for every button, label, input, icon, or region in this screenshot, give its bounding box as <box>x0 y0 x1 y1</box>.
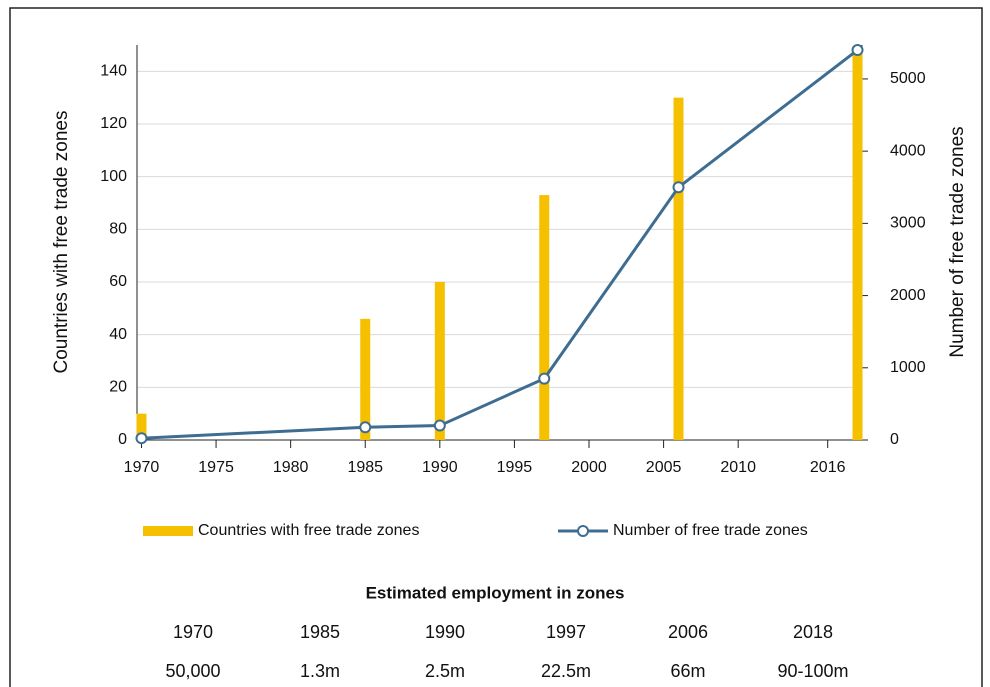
table-cell: 2018 <box>793 622 833 642</box>
y2-tick-label: 5000 <box>890 70 926 87</box>
x-tick-label: 2005 <box>646 459 682 476</box>
y-tick-label: 120 <box>100 115 127 132</box>
table-cell: 2.5m <box>425 661 465 681</box>
y-tick-label: 140 <box>100 63 127 80</box>
x-tick-label: 2010 <box>720 459 756 476</box>
bar <box>673 97 684 441</box>
table-cell: 22.5m <box>541 661 591 681</box>
table-title: Estimated employment in zones <box>366 583 625 602</box>
x-tick-label: 1985 <box>347 459 383 476</box>
table-cell: 1997 <box>546 622 586 642</box>
x-tick-label: 1975 <box>198 459 234 476</box>
frame <box>9 7 983 687</box>
table-cell: 1985 <box>300 622 340 642</box>
legend-label: Number of free trade zones <box>613 522 808 539</box>
x-tick-label: 2016 <box>810 459 846 476</box>
table-cell: 90-100m <box>777 661 848 681</box>
y2-tick-label: 2000 <box>890 287 926 304</box>
y2-tick-label: 0 <box>890 431 899 448</box>
table-cell: 1.3m <box>300 661 340 681</box>
marker <box>433 419 446 432</box>
legend-label: Countries with free trade zones <box>198 522 419 539</box>
bar <box>434 282 445 440</box>
marker <box>135 432 148 445</box>
marker <box>851 44 864 57</box>
y2-axis-title: Number of free trade zones <box>947 126 968 357</box>
table-cell: 2006 <box>668 622 708 642</box>
legend-marker <box>577 525 589 537</box>
legend-swatch <box>143 526 193 536</box>
bar <box>136 413 147 440</box>
x-tick-label: 2000 <box>571 459 607 476</box>
bar <box>852 50 863 441</box>
y-tick-label: 100 <box>100 168 127 185</box>
table-cell: 50,000 <box>165 661 220 681</box>
line <box>141 48 859 440</box>
x-tick-label: 1970 <box>124 459 160 476</box>
y-tick-label: 60 <box>109 273 127 290</box>
marker <box>672 181 685 194</box>
x-tick-label: 1980 <box>273 459 309 476</box>
y2-tick-label: 4000 <box>890 142 926 159</box>
y-axis-title: Countries with free trade zones <box>51 111 72 374</box>
bar <box>360 318 371 440</box>
table-cell: 1990 <box>425 622 465 642</box>
table-cell: 66m <box>670 661 705 681</box>
marker <box>538 372 551 385</box>
y-tick-label: 20 <box>109 379 127 396</box>
table-cell: 1970 <box>173 622 213 642</box>
x-tick-label: 1995 <box>497 459 533 476</box>
marker <box>359 421 372 434</box>
y2-tick-label: 3000 <box>890 215 926 232</box>
bar <box>539 195 550 440</box>
y-tick-label: 80 <box>109 221 127 238</box>
x-tick-label: 1990 <box>422 459 458 476</box>
y-tick-label: 0 <box>118 431 127 448</box>
y2-tick-label: 1000 <box>890 359 926 376</box>
y-tick-label: 40 <box>109 326 127 343</box>
